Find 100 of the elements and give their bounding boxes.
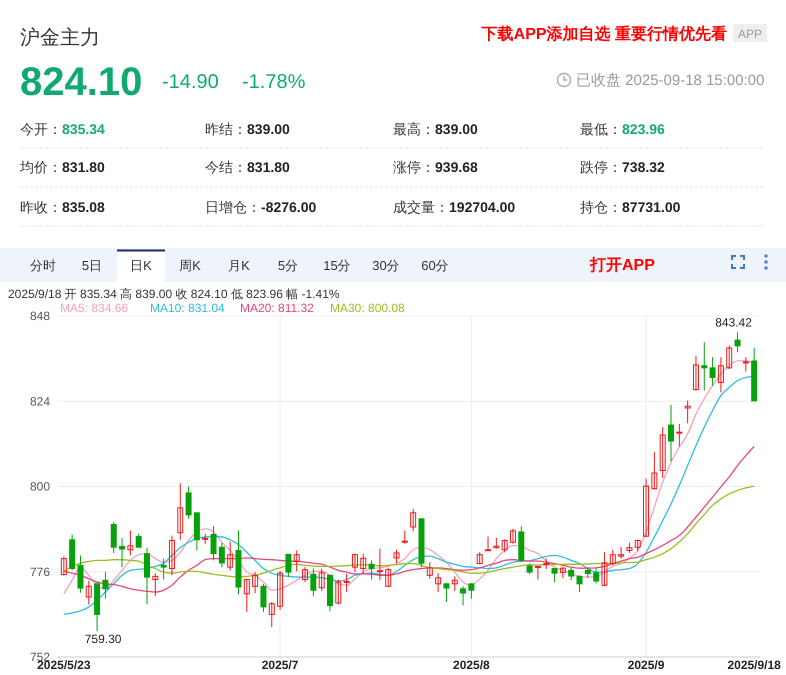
text: 跌停：738.32 xyxy=(580,159,666,175)
text: MA20: 811.32 xyxy=(240,301,314,315)
chart-subtitle: 2025/9/18 开 835.34 高 839.00 收 824.10 低 823.96 幅 -1.41% xyxy=(8,287,340,301)
text: 昨收：835.08 xyxy=(20,199,106,215)
y-tick-label: 824 xyxy=(30,394,50,408)
candlestick xyxy=(394,549,400,564)
candlestick xyxy=(502,538,508,553)
text: 周K xyxy=(179,258,202,273)
candlestick xyxy=(618,546,624,560)
candlestick xyxy=(252,572,258,594)
candlestick xyxy=(86,580,92,605)
candlestick xyxy=(110,522,117,554)
candlestick xyxy=(742,356,749,372)
candlestick xyxy=(452,576,458,592)
candlestick xyxy=(668,404,674,462)
candlestick xyxy=(726,344,732,370)
candlestick xyxy=(202,533,208,544)
text: MA30: 800.08 xyxy=(330,301,406,315)
text: 分时 xyxy=(30,258,56,273)
candlestick xyxy=(268,601,275,628)
candlestick xyxy=(701,342,708,392)
candlestick xyxy=(218,542,225,568)
y-tick-label: 776 xyxy=(30,564,50,579)
candlestick xyxy=(227,541,234,571)
candlestick xyxy=(352,553,358,573)
candlestick xyxy=(576,574,583,592)
candlestick xyxy=(60,556,67,576)
text: 已收盘 2025-09-18 15:00:00 xyxy=(576,72,764,89)
text: 今开：835.34 xyxy=(20,121,106,137)
candlestick xyxy=(560,566,566,579)
text: 824.10 xyxy=(20,60,142,104)
candlestick xyxy=(510,528,516,544)
candlestick xyxy=(568,567,574,581)
candlestick xyxy=(684,400,691,424)
text: 最低：823.96 xyxy=(580,121,666,137)
text: 最高：839.00 xyxy=(393,121,478,137)
text: 月K xyxy=(228,258,250,273)
candlestick xyxy=(310,568,316,597)
candlestick xyxy=(152,572,158,597)
candlestick xyxy=(634,539,641,552)
text: 日K xyxy=(130,258,152,273)
candlestick xyxy=(335,579,342,605)
text: 日增仓：-8276.00 xyxy=(205,199,316,215)
candlestick xyxy=(543,558,550,570)
candlestick xyxy=(460,586,466,606)
candlestick xyxy=(119,538,126,568)
candlestick xyxy=(210,526,217,561)
x-tick-label: 2025/7 xyxy=(262,658,299,672)
candlestick xyxy=(610,549,616,566)
text: 打开APP xyxy=(589,256,656,274)
candlestick xyxy=(468,582,474,600)
candlestick xyxy=(294,550,300,572)
text: -14.90 xyxy=(162,71,219,93)
text: 5分 xyxy=(278,258,298,273)
candlestick xyxy=(601,552,608,587)
text: 下载APP添加自选 重要行情优先看 xyxy=(480,25,727,43)
candlestick xyxy=(318,568,325,592)
text: 15分 xyxy=(323,258,351,273)
candlestick xyxy=(692,355,699,392)
candlestick xyxy=(426,562,433,580)
candlestick xyxy=(102,572,108,600)
candlestick xyxy=(360,553,366,574)
text: 今结：831.80 xyxy=(205,159,290,175)
candlestick xyxy=(710,356,716,386)
candlestick xyxy=(626,542,632,554)
candlestick xyxy=(435,572,442,592)
text: 均价：831.80 xyxy=(19,159,106,175)
candlestick xyxy=(410,508,416,532)
text: -1.78% xyxy=(242,71,306,93)
candlestick xyxy=(552,568,558,583)
annotation: 759.30 xyxy=(84,632,122,646)
candlestick xyxy=(485,536,492,552)
candlestick xyxy=(160,558,167,580)
candlestick xyxy=(177,482,184,540)
candlestick xyxy=(302,566,308,583)
x-tick-label: 2025/9/18 xyxy=(727,658,782,672)
candlestick xyxy=(77,554,84,594)
y-tick-label: 800 xyxy=(30,480,50,494)
candlestick xyxy=(443,582,450,602)
candlestick xyxy=(660,426,666,478)
candlestick xyxy=(476,552,483,565)
candlestick xyxy=(385,567,392,588)
candlestick xyxy=(186,486,192,520)
candlestick xyxy=(526,563,533,575)
candlestick xyxy=(127,530,134,556)
text: 成交量：192704.00 xyxy=(393,199,516,215)
text: 昨结：839.00 xyxy=(205,121,290,137)
candlestick xyxy=(593,568,600,584)
candlestick xyxy=(277,570,284,610)
candlestick xyxy=(285,554,292,578)
candlestick xyxy=(368,560,375,580)
text: MA10: 831.04 xyxy=(150,301,226,315)
candlestick xyxy=(643,478,650,538)
candlestick xyxy=(493,537,500,550)
annotation: 843.42 xyxy=(715,315,752,330)
candlestick xyxy=(136,533,142,548)
candlestick xyxy=(344,573,350,592)
candlestick xyxy=(376,548,383,581)
x-tick-label: 2025/8 xyxy=(453,658,490,672)
text: 沪金主力 xyxy=(20,26,100,49)
